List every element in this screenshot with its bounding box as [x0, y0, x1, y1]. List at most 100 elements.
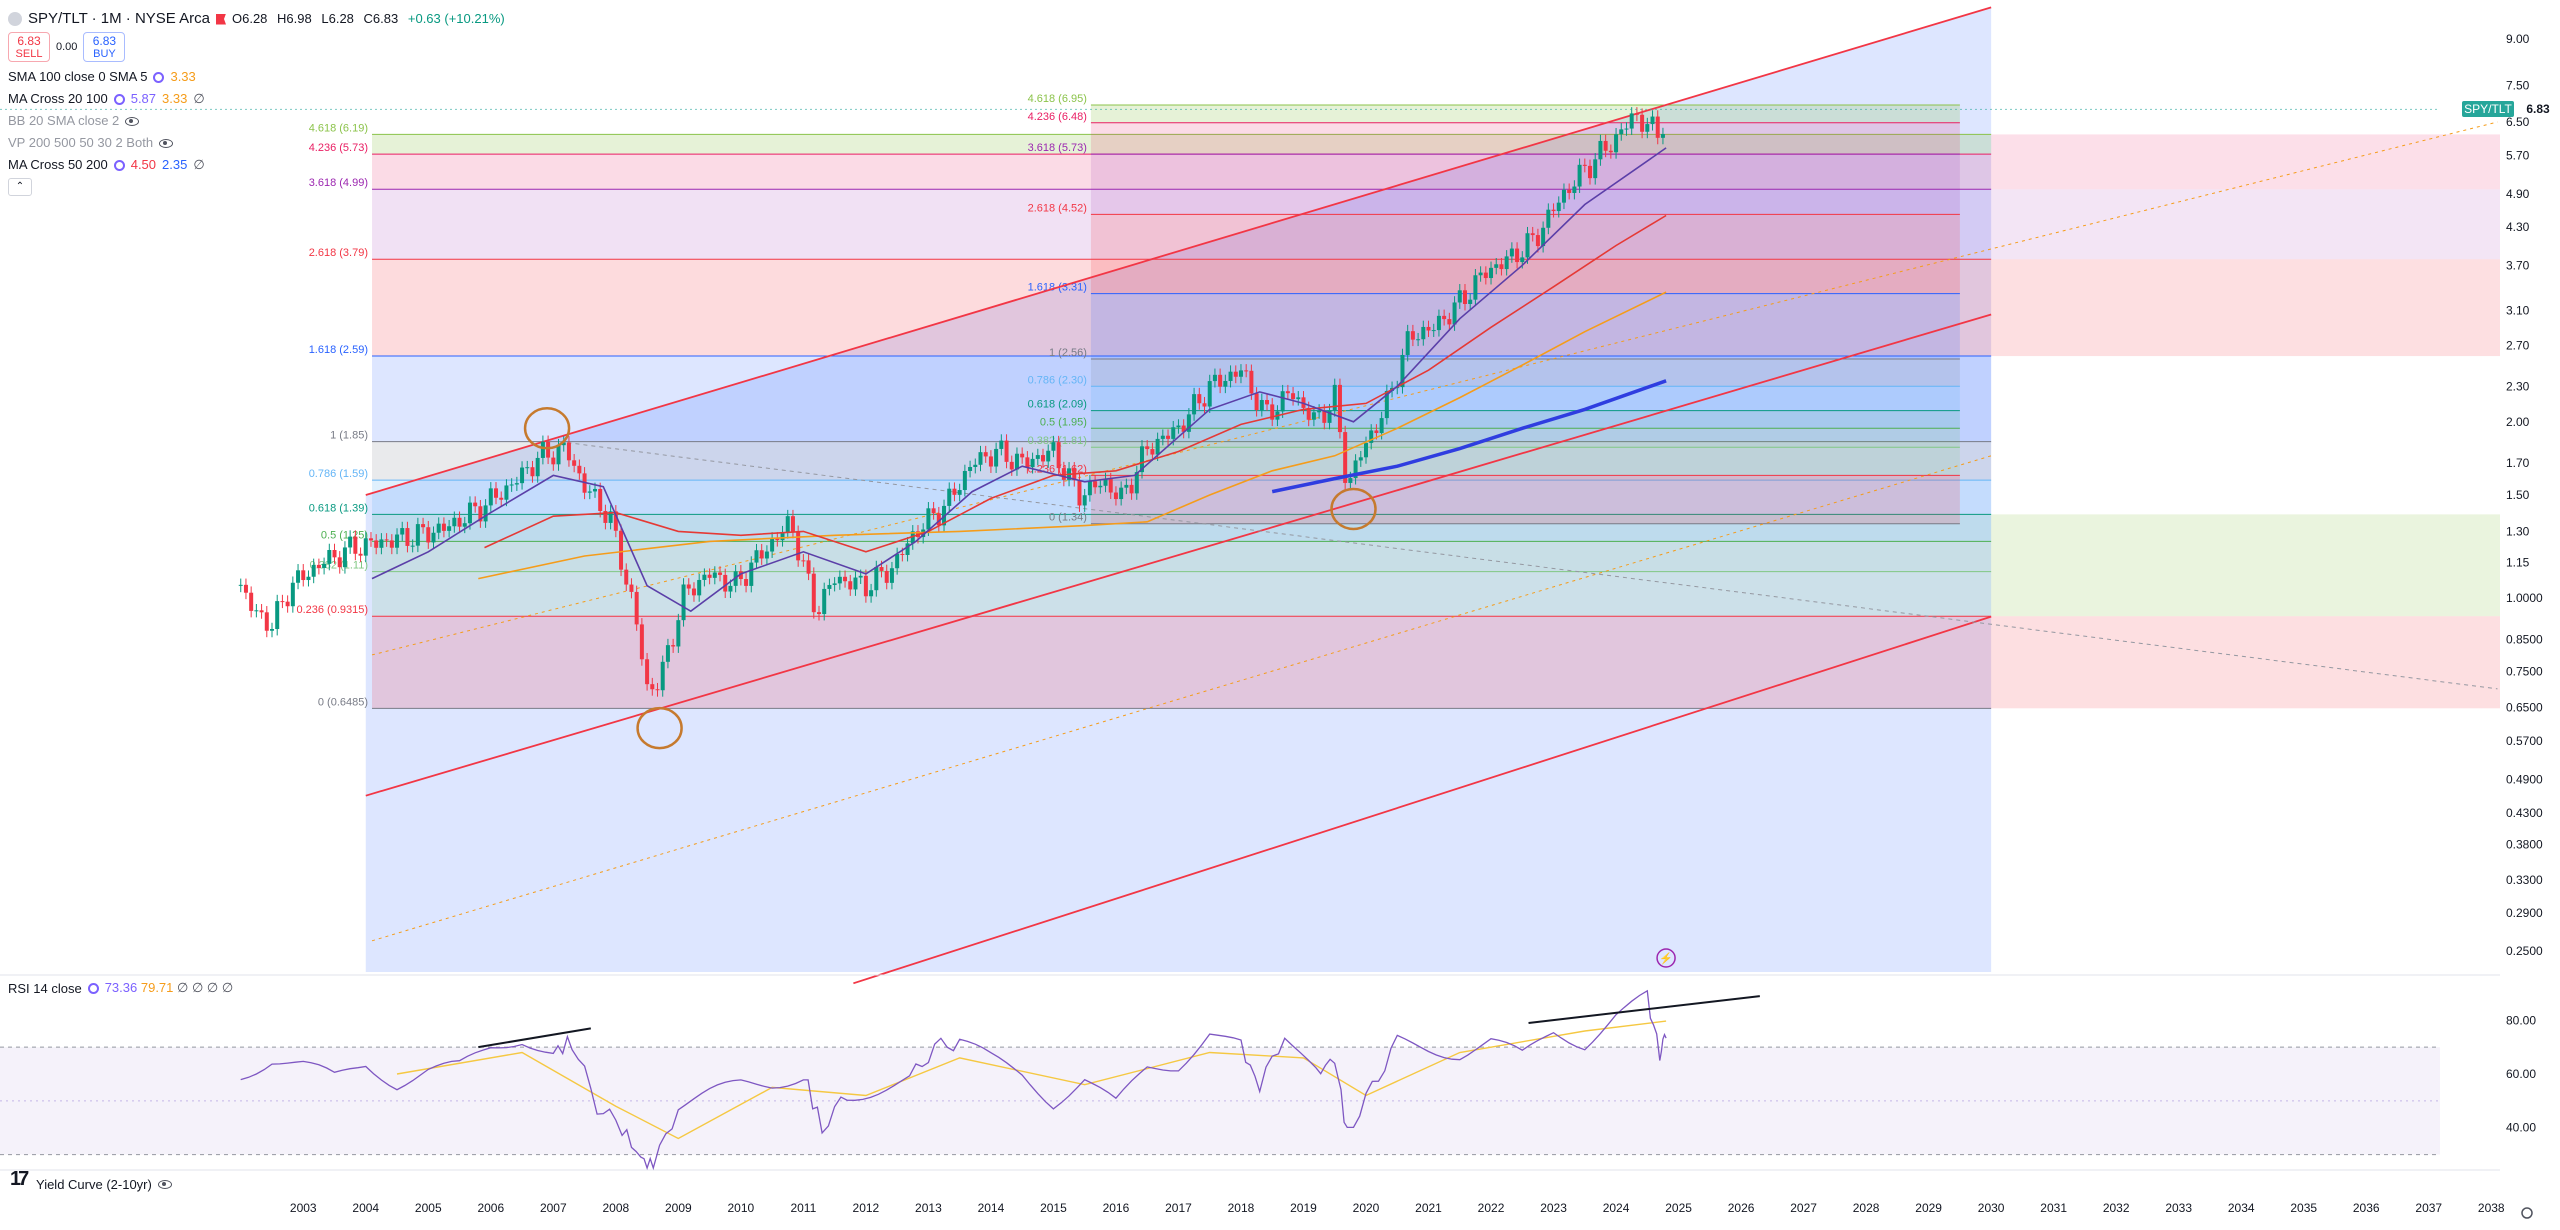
- fib-right-band: [1090, 475, 1960, 524]
- candle-body: [1124, 484, 1129, 488]
- candle-body: [1499, 264, 1504, 270]
- candle-body: [978, 452, 983, 465]
- indicator-row[interactable]: MA Cross 20 100 5.87 3.33 ∅: [8, 88, 511, 110]
- candle-body: [608, 511, 613, 523]
- ohlc-close: C6.83: [363, 11, 399, 26]
- candle-body: [1494, 264, 1499, 268]
- candle-body: [1421, 326, 1426, 340]
- symbol-icon[interactable]: [8, 12, 22, 26]
- yield-curve-name[interactable]: Yield Curve (2-10yr): [36, 1177, 152, 1192]
- eye-icon[interactable]: [125, 116, 140, 126]
- candle-body: [405, 528, 410, 546]
- candle-body: [660, 661, 665, 691]
- candle-body: [1598, 140, 1603, 160]
- indicator-name[interactable]: MA Cross 50 200: [8, 157, 108, 172]
- fib-left-band: [372, 259, 1992, 357]
- candle-body: [1176, 425, 1181, 428]
- candle-body: [1014, 453, 1019, 470]
- rsi-gear-icon[interactable]: [87, 982, 99, 994]
- candle-body: [947, 488, 952, 506]
- sell-button[interactable]: 6.83 SELL: [8, 32, 50, 62]
- indicator-row[interactable]: SMA 100 close 0 SMA 5 3.33: [8, 66, 511, 88]
- spread-value: 0.00: [56, 41, 78, 53]
- candle-body: [1525, 233, 1530, 258]
- fib-left-level-label: 2.618 (3.79): [309, 247, 368, 259]
- rsi-name[interactable]: RSI 14 close: [8, 980, 82, 996]
- x-axis-label: 2038: [2478, 1201, 2505, 1215]
- candle-body: [243, 584, 248, 593]
- candle-body: [1442, 315, 1447, 320]
- candle-body: [1483, 272, 1488, 279]
- candle-body: [514, 483, 519, 485]
- x-axis-label: 2017: [1165, 1201, 1192, 1215]
- x-axis-label: 2006: [477, 1201, 504, 1215]
- candle-body: [426, 527, 431, 543]
- candle-body: [718, 572, 723, 575]
- x-axis-label: 2020: [1353, 1201, 1380, 1215]
- candle-body: [707, 574, 712, 578]
- fib-right-level-label: 0.382 (1.81): [1028, 435, 1087, 447]
- candle-body: [1150, 449, 1155, 455]
- indicator-name[interactable]: MA Cross 20 100: [8, 91, 108, 106]
- candle-body: [322, 563, 327, 568]
- candle-body: [1572, 186, 1577, 193]
- rsi-y-axis-label: 40.00: [2506, 1121, 2536, 1135]
- candle-body: [1473, 275, 1478, 300]
- gear-icon[interactable]: [153, 71, 165, 83]
- candle-body: [1634, 113, 1639, 115]
- collapse-legend-button[interactable]: ⌃: [8, 178, 32, 196]
- fib-left-level-label: 3.618 (4.99): [309, 177, 368, 189]
- indicator-name[interactable]: BB 20 SMA close 2: [8, 113, 120, 128]
- x-axis-label: 2011: [790, 1201, 816, 1215]
- x-axis-label: 2024: [1603, 1201, 1630, 1215]
- indicator-row[interactable]: VP 200 500 50 30 2 Both: [8, 132, 511, 154]
- fib-right-band: [1090, 428, 1960, 448]
- candle-body: [1228, 371, 1233, 381]
- candle-body: [863, 575, 868, 597]
- candle-body: [1577, 164, 1582, 187]
- rsi-divergence-line: [478, 1027, 591, 1049]
- candle-body: [275, 601, 280, 630]
- candle-body: [869, 590, 874, 597]
- candle-body: [1311, 412, 1316, 420]
- flag-icon[interactable]: [216, 13, 226, 25]
- candle-body: [332, 550, 337, 558]
- candle-body: [728, 585, 733, 592]
- candle-body: [1478, 272, 1483, 276]
- eye-icon[interactable]: [159, 138, 174, 148]
- candle-body: [1207, 381, 1212, 407]
- gear-icon[interactable]: [113, 93, 125, 105]
- x-axis-label: 2031: [2040, 1201, 2067, 1215]
- symbol-title[interactable]: SPY/TLT · 1M · NYSE Arca: [28, 10, 210, 27]
- indicator-row[interactable]: BB 20 SMA close 2: [8, 110, 511, 132]
- gear-icon[interactable]: [113, 159, 125, 171]
- candle-body: [1186, 414, 1191, 432]
- candle-body: [577, 465, 582, 474]
- candle-body: [957, 490, 962, 495]
- candle-body: [1619, 129, 1624, 135]
- buy-button[interactable]: 6.83 BUY: [83, 32, 126, 62]
- candle-body: [645, 659, 650, 685]
- dotted-trend-line: [371, 455, 1992, 942]
- candle-body: [1520, 257, 1525, 263]
- candle-body: [572, 460, 577, 466]
- indicator-name[interactable]: VP 200 500 50 30 2 Both: [8, 135, 154, 150]
- candle-body: [1431, 330, 1436, 332]
- candle-body: [973, 464, 978, 467]
- indicator-row[interactable]: MA Cross 50 200 4.50 2.35 ∅: [8, 154, 511, 176]
- candle-body: [400, 528, 405, 535]
- fib-right-level-label: 0.5 (1.95): [1040, 416, 1087, 428]
- candle-body: [837, 576, 842, 584]
- fib-right-level-label: 4.618 (6.95): [1028, 93, 1087, 105]
- rsi-divergence-line: [1528, 995, 1760, 1024]
- candle-body: [749, 562, 754, 586]
- x-axis-label: 2027: [1790, 1201, 1817, 1215]
- fib-left-extension: [1991, 259, 2500, 357]
- ohlc-low: L6.28: [321, 11, 354, 26]
- candle-body: [744, 579, 749, 586]
- fib-right-band: [1090, 104, 1960, 123]
- eye-icon[interactable]: [157, 1180, 172, 1189]
- fib-left-level-label: 0.5 (1.25): [321, 529, 368, 541]
- indicator-name[interactable]: SMA 100 close 0 SMA 5: [8, 69, 148, 84]
